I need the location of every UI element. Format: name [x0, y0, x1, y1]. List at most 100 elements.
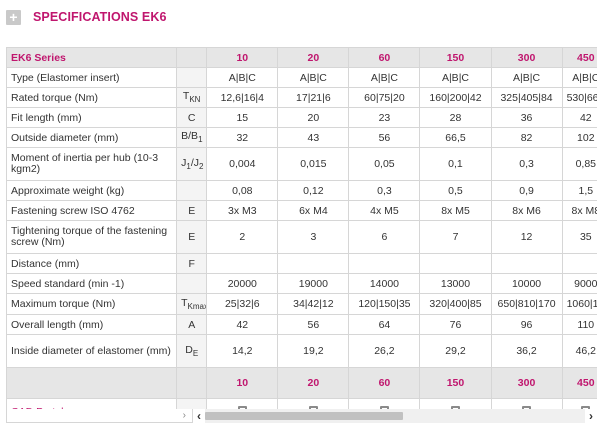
table-cell: 13000 [419, 273, 492, 294]
table-cell: 102 [561, 127, 597, 148]
row-label: Outside diameter (mm) [6, 127, 178, 148]
table-cell: A|B|C [419, 67, 492, 88]
row-symbol: A [176, 314, 208, 335]
row-label: Fit length (mm) [6, 107, 178, 128]
table-cell: A|B|C [490, 67, 563, 88]
footer-symbol-cell [176, 367, 208, 399]
table-cell: 0,9 [490, 180, 563, 201]
table-cell: 6x M4 [277, 200, 350, 221]
table-cell: 17|21|6 [277, 87, 350, 108]
plus-icon[interactable]: + [6, 9, 21, 25]
footer-size: 60 [348, 367, 421, 399]
external-link-icon[interactable] [522, 405, 532, 409]
table-cell: 76 [419, 314, 492, 335]
table-cell: 56 [277, 314, 350, 335]
table-cell: 20000 [206, 273, 279, 294]
table-cell: 320|400|85 [419, 293, 492, 315]
table-cell: 0,1 [419, 147, 492, 181]
cad-link-cell[interactable] [348, 398, 421, 409]
table-cell: 8x M8 [561, 200, 597, 221]
table-row: Overall length (mm) A 42 56 64 76 96 110 [6, 314, 597, 335]
footer-size: 10 [206, 367, 279, 399]
size-header: 150 [419, 47, 492, 68]
size-header: 10 [206, 47, 279, 68]
row-symbol [176, 67, 208, 88]
cad-symbol-cell [176, 398, 208, 409]
table-cell: 12 [490, 220, 563, 254]
specs-table: EK6 Series 10 20 60 150 300 450 Type (El… [6, 47, 597, 409]
external-link-icon[interactable] [581, 405, 591, 409]
table-cell: 0,85 [561, 147, 597, 181]
footer-size: 450 [561, 367, 597, 399]
row-symbol: J1/J2 [176, 147, 208, 181]
table-cell: 42 [561, 107, 597, 128]
cad-portal-link[interactable]: CAD Portal [6, 398, 178, 409]
row-label: Type (Elastomer insert) [6, 67, 178, 88]
table-cell: 29,2 [419, 334, 492, 368]
table-cell: 15 [206, 107, 279, 128]
table-row: Approximate weight (kg) 0,08 0,12 0,3 0,5 0,9… [6, 180, 597, 201]
table-cell: 0,08 [206, 180, 279, 201]
cad-link-cell[interactable] [206, 398, 279, 409]
table-cell: 10000 [490, 273, 563, 294]
cad-link-cell[interactable] [561, 398, 597, 409]
table-cell: 8x M5 [419, 200, 492, 221]
external-link-icon[interactable] [379, 405, 389, 409]
table-cell: 650|810|170 [490, 293, 563, 315]
table-cell: 110 [561, 314, 597, 335]
row-label: Rated torque (Nm) [6, 87, 178, 108]
scrollbar-thumb[interactable] [205, 412, 403, 420]
external-link-icon[interactable] [308, 405, 318, 409]
size-header: 300 [490, 47, 563, 68]
table-cell: A|B|C [348, 67, 421, 88]
table-cell: 35 [561, 220, 597, 254]
table-cell: 36,2 [490, 334, 563, 368]
table-cell: 60|75|20 [348, 87, 421, 108]
external-link-icon[interactable] [237, 405, 247, 409]
table-cell: 42 [206, 314, 279, 335]
table-cell: A|B|C [277, 67, 350, 88]
size-header: 20 [277, 47, 350, 68]
chevron-right-icon: › [182, 410, 186, 421]
table-row: Fit length (mm) C 15 20 23 28 36 42 [6, 107, 597, 128]
table-cell [490, 253, 563, 274]
specs-table-container[interactable]: EK6 Series 10 20 60 150 300 450 Type (El… [6, 47, 597, 409]
table-cell: 0,5 [419, 180, 492, 201]
scrollbar-track[interactable] [205, 409, 585, 423]
cad-link-cell[interactable] [277, 398, 350, 409]
size-header: 450 [561, 47, 597, 68]
section-title: SPECIFICATIONS EK6 [33, 10, 167, 24]
table-cell: 0,3 [490, 147, 563, 181]
table-cell: 0,05 [348, 147, 421, 181]
cad-link-cell[interactable] [490, 398, 563, 409]
symbol-header-cell [176, 47, 208, 68]
table-cell: 12,6|16|4 [206, 87, 279, 108]
row-label: Tightening torque of the fastening screw… [6, 220, 178, 254]
table-row: Distance (mm) F [6, 253, 597, 274]
table-cell: 32 [206, 127, 279, 148]
table-row: Inside diameter of elastomer (mm) DE 14,2 1… [6, 334, 597, 368]
table-cell: 0,12 [277, 180, 350, 201]
table-cell: 34|42|12 [277, 293, 350, 315]
row-symbol: TKmax [176, 293, 208, 315]
cad-link-cell[interactable] [419, 398, 492, 409]
table-cell: 0,3 [348, 180, 421, 201]
series-label: EK6 Series [6, 47, 178, 68]
horizontal-scrollbar[interactable]: ‹ › [193, 409, 597, 423]
footer-size: 150 [419, 367, 492, 399]
row-symbol: B/B1 [176, 127, 208, 148]
table-cell: 1060|1350|190 [561, 293, 597, 315]
row-label: Moment of inertia per hub (10-3 kgm2) [6, 147, 178, 181]
table-row: Outside diameter (mm) B/B1 32 43 56 66,5 82 102 [6, 127, 597, 148]
row-symbol: F [176, 253, 208, 274]
table-row: Moment of inertia per hub (10-3 kgm2) J1/… [6, 147, 597, 181]
section-header[interactable]: + SPECIFICATIONS EK6 [6, 8, 167, 26]
table-cell: 46,2 [561, 334, 597, 368]
scroll-left-arrow-icon[interactable]: ‹ [197, 409, 201, 423]
table-cell: 530|660|95 [561, 87, 597, 108]
row-label: Approximate weight (kg) [6, 180, 178, 201]
external-link-icon[interactable] [450, 405, 460, 409]
row-symbol [176, 273, 208, 294]
table-cell: 64 [348, 314, 421, 335]
scroll-right-arrow-icon[interactable]: › [589, 409, 593, 423]
